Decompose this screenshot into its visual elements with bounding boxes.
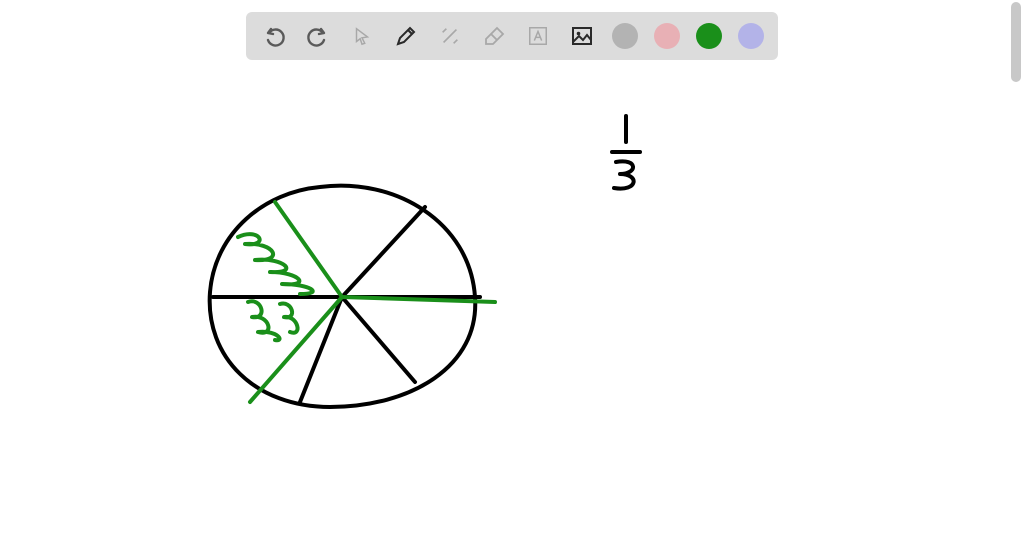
text-button[interactable] [524,22,552,50]
color-pink[interactable] [654,23,680,49]
app-frame [0,0,1024,552]
vertical-scrollbar[interactable] [1006,0,1024,552]
color-gray[interactable] [612,23,638,49]
eraser-button[interactable] [480,22,508,50]
toolbar [246,12,778,60]
color-green[interactable] [696,23,722,49]
text-icon [527,25,549,47]
tools-icon [439,25,461,47]
color-lavender[interactable] [738,23,764,49]
image-button[interactable] [568,22,596,50]
tools-button[interactable] [436,22,464,50]
pencil-icon [394,24,418,48]
image-icon [570,24,594,48]
pointer-icon [351,25,373,47]
undo-icon [262,24,286,48]
undo-button[interactable] [260,22,288,50]
pointer-button[interactable] [348,22,376,50]
redo-icon [306,24,330,48]
canvas[interactable] [0,62,1006,552]
pencil-button[interactable] [392,22,420,50]
scrollbar-thumb[interactable] [1011,2,1021,82]
eraser-icon [482,24,506,48]
drawing-surface [0,62,1006,552]
redo-button[interactable] [304,22,332,50]
